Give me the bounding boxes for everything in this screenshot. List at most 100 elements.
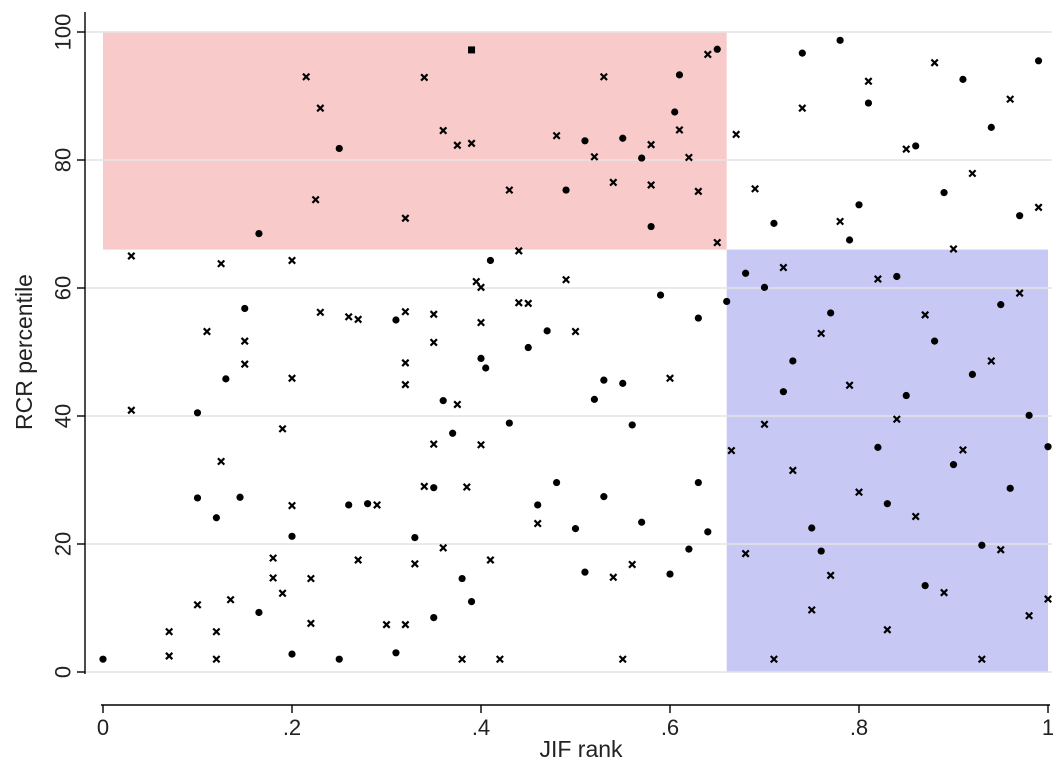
data-point-x xyxy=(401,380,410,389)
data-point-dot xyxy=(543,327,551,335)
data-point-dot xyxy=(430,614,438,622)
data-point-x xyxy=(741,549,750,558)
data-point-dot xyxy=(723,297,731,306)
y-tick-label: 80 xyxy=(51,148,76,172)
data-point-x xyxy=(217,457,226,466)
data-point-x xyxy=(845,381,854,390)
data-point-dot xyxy=(222,375,230,383)
data-point-dot xyxy=(619,134,627,142)
data-point-x xyxy=(354,556,363,564)
data-point-x xyxy=(420,73,429,82)
data-point-x xyxy=(703,50,712,59)
data-point-dot xyxy=(675,71,684,79)
data-point-x xyxy=(864,77,873,86)
data-point-x xyxy=(439,126,448,135)
y-tick-label: 20 xyxy=(51,532,76,556)
x-tick-label: .6 xyxy=(661,715,679,740)
y-tick-label: 60 xyxy=(51,276,76,300)
data-point-x xyxy=(1015,289,1024,298)
x-axis-title: JIF rank xyxy=(539,736,623,762)
data-point-x xyxy=(453,141,462,150)
data-point-dot xyxy=(883,500,891,508)
data-point-x xyxy=(505,186,514,195)
data-point-x xyxy=(873,275,882,284)
data-point-dot xyxy=(671,108,679,116)
data-point-x xyxy=(514,298,523,307)
data-point-x xyxy=(302,72,311,81)
data-point-dot xyxy=(789,357,797,365)
data-point-dot xyxy=(439,397,447,405)
data-point-dot xyxy=(656,291,665,299)
data-point-dot xyxy=(581,137,589,145)
data-point-dot xyxy=(770,219,778,227)
data-point-dot xyxy=(864,99,873,107)
data-point-x xyxy=(1044,595,1052,604)
data-point-dot xyxy=(364,500,372,508)
axes xyxy=(77,12,1050,713)
data-point-dot xyxy=(1006,484,1014,492)
data-point-x xyxy=(779,263,788,272)
grid-lines xyxy=(85,31,1052,673)
data-point-x xyxy=(439,543,448,552)
data-point-x xyxy=(278,589,287,598)
data-point-x xyxy=(618,655,627,664)
data-point-dot xyxy=(553,478,561,487)
data-point-x xyxy=(354,315,363,324)
data-point-dot xyxy=(931,337,939,345)
data-point-dot xyxy=(902,391,910,400)
data-point-dot xyxy=(345,501,353,509)
data-point-x xyxy=(599,72,608,81)
data-point-dot xyxy=(255,230,263,238)
data-point-x xyxy=(486,556,495,564)
data-point-x xyxy=(429,338,438,347)
data-point-x xyxy=(940,588,949,597)
data-point-dot xyxy=(685,545,693,553)
data-point-dot xyxy=(458,574,466,583)
data-point-dot xyxy=(600,376,608,384)
data-point-dot xyxy=(779,388,788,396)
data-point-dot xyxy=(392,649,400,657)
data-point-x xyxy=(401,307,410,316)
data-point-dot xyxy=(1025,411,1033,419)
data-point-dot xyxy=(482,364,490,372)
data-point-x xyxy=(562,275,571,284)
data-point-dot xyxy=(912,142,920,150)
data-point-x xyxy=(987,356,996,365)
data-point-x xyxy=(977,655,986,664)
data-point-x xyxy=(647,180,656,189)
data-point-x xyxy=(212,627,221,636)
data-point-x xyxy=(727,446,736,455)
data-point-x xyxy=(769,655,778,664)
x-tick-label: .4 xyxy=(472,715,490,740)
data-point-dot xyxy=(704,528,712,536)
tick-labels: 0 20 40 60 80 100 0 .2 .4 .6 .8 1 xyxy=(51,14,1054,740)
data-point-x xyxy=(127,252,136,260)
data-point-dot xyxy=(212,514,220,522)
data-point-x xyxy=(401,620,410,629)
data-point-dot xyxy=(987,123,995,131)
data-point-x xyxy=(316,104,325,113)
data-point-dot xyxy=(760,283,769,291)
data-point-x xyxy=(524,299,533,308)
data-point-x xyxy=(226,595,235,604)
region-shading xyxy=(103,32,1048,672)
data-point-x xyxy=(609,178,618,187)
data-point-x xyxy=(751,184,760,193)
data-point-dot xyxy=(1034,57,1043,65)
data-point-dot xyxy=(628,421,636,429)
data-point-dot xyxy=(694,314,702,322)
data-point-x xyxy=(949,244,958,253)
data-point-x xyxy=(373,500,382,509)
data-point-x xyxy=(798,104,807,113)
data-point-dot xyxy=(524,343,532,352)
data-point-x xyxy=(1034,203,1043,212)
data-point-dot xyxy=(940,189,948,197)
data-point-dot xyxy=(99,655,107,663)
data-point-dot xyxy=(241,304,249,313)
data-point-dot xyxy=(742,269,750,277)
data-point-dot xyxy=(335,144,343,153)
data-point-dot xyxy=(193,409,202,417)
data-point-dot xyxy=(392,316,400,324)
data-point-dot xyxy=(874,443,882,451)
data-point-x xyxy=(817,329,826,338)
